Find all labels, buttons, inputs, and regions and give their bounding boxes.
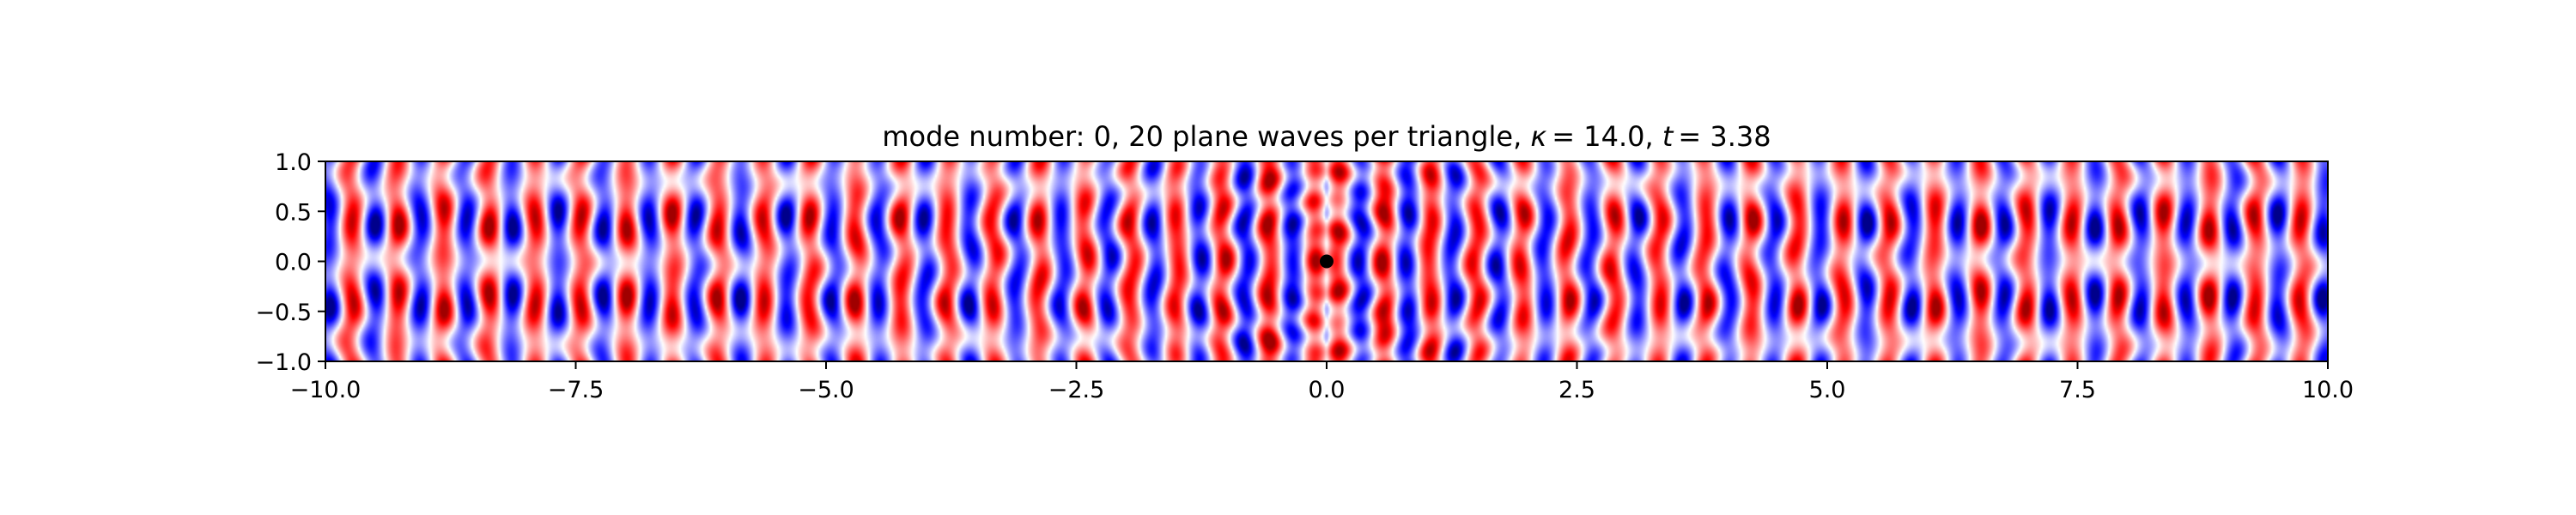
- title-t-value: = 3.38: [1678, 120, 1771, 153]
- y-tick-label: −0.5: [255, 300, 312, 326]
- x-tick-label: −10.0: [290, 377, 361, 403]
- x-tick-label: −7.5: [548, 377, 605, 403]
- y-tick-label: 0.0: [275, 250, 312, 276]
- source-marker: [1320, 254, 1334, 269]
- title-t-symbol: t: [1662, 120, 1674, 153]
- x-tick-label: 2.5: [1558, 377, 1595, 403]
- x-tick-label: 5.0: [1809, 377, 1846, 403]
- plot-area: [325, 161, 2328, 361]
- x-tick-label: −2.5: [1048, 377, 1105, 403]
- chart-title: mode number: 0, 20 plane waves per trian…: [882, 120, 1771, 153]
- title-kappa-symbol: κ: [1530, 120, 1546, 153]
- title-separator: ,: [1645, 120, 1662, 153]
- y-tick-label: −1.0: [255, 349, 312, 376]
- y-axis: 1.0 0.5 0.0 −0.5 −1.0: [255, 149, 325, 376]
- x-axis: −10.0 −7.5 −5.0 −2.5 0.0 2.5 5.0 7.5 10.0: [290, 361, 2354, 403]
- x-tick-label: 0.0: [1309, 377, 1346, 403]
- x-tick-label: −5.0: [798, 377, 854, 403]
- y-tick-label: 0.5: [275, 199, 312, 226]
- x-tick-label: 7.5: [2059, 377, 2096, 403]
- title-prefix: mode number: 0, 20 plane waves per trian…: [882, 120, 1530, 153]
- title-kappa-value: = 14.0: [1552, 120, 1644, 153]
- x-tick-label: 10.0: [2302, 377, 2354, 403]
- y-tick-label: 1.0: [275, 149, 312, 176]
